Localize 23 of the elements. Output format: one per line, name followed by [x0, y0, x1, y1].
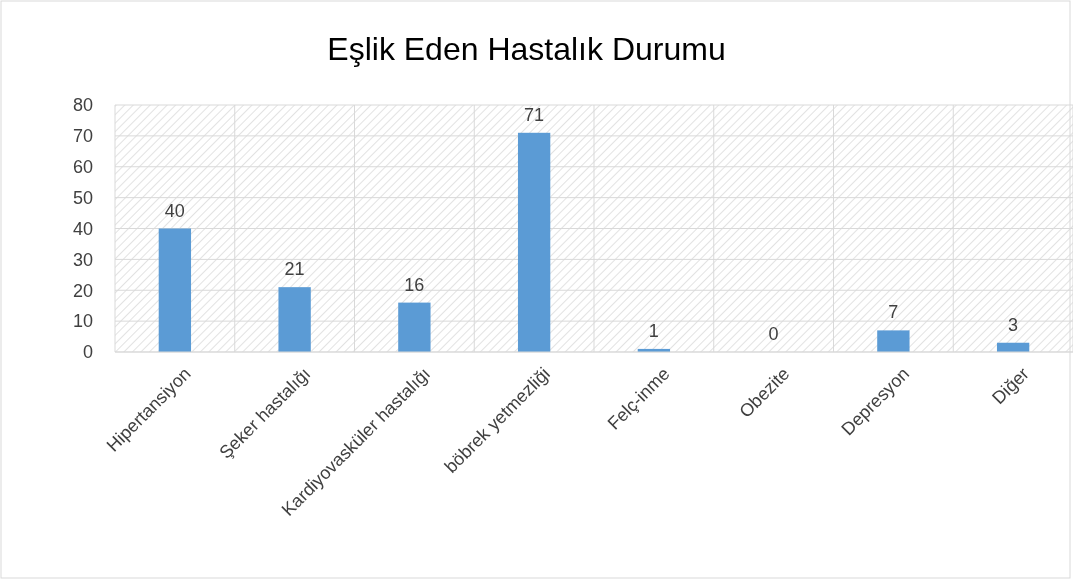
bar: [278, 287, 311, 352]
bar: [517, 132, 551, 352]
data-label: 1: [648, 320, 659, 341]
y-tick-label: 30: [72, 249, 93, 270]
y-tick-label: 50: [72, 187, 93, 208]
data-label: 7: [888, 302, 899, 323]
data-label: 0: [768, 324, 779, 344]
y-tick-label: 10: [72, 311, 93, 332]
y-tick-label: 60: [72, 157, 93, 178]
data-label: 71: [524, 104, 545, 125]
chart-title: Eşlik Eden Hastalık Durumu: [327, 31, 726, 67]
y-tick-label: 40: [72, 218, 93, 239]
bar: [398, 302, 431, 352]
y-tick-label: 80: [72, 95, 93, 116]
y-tick-label: 0: [82, 342, 93, 363]
data-label: 3: [1008, 314, 1019, 335]
data-label: 40: [164, 200, 185, 221]
data-label: 21: [284, 259, 305, 280]
bar: [877, 330, 910, 352]
bar: [158, 228, 192, 352]
y-tick-label: 20: [72, 280, 93, 301]
y-tick-label: 70: [72, 126, 93, 147]
data-label: 16: [404, 274, 425, 295]
